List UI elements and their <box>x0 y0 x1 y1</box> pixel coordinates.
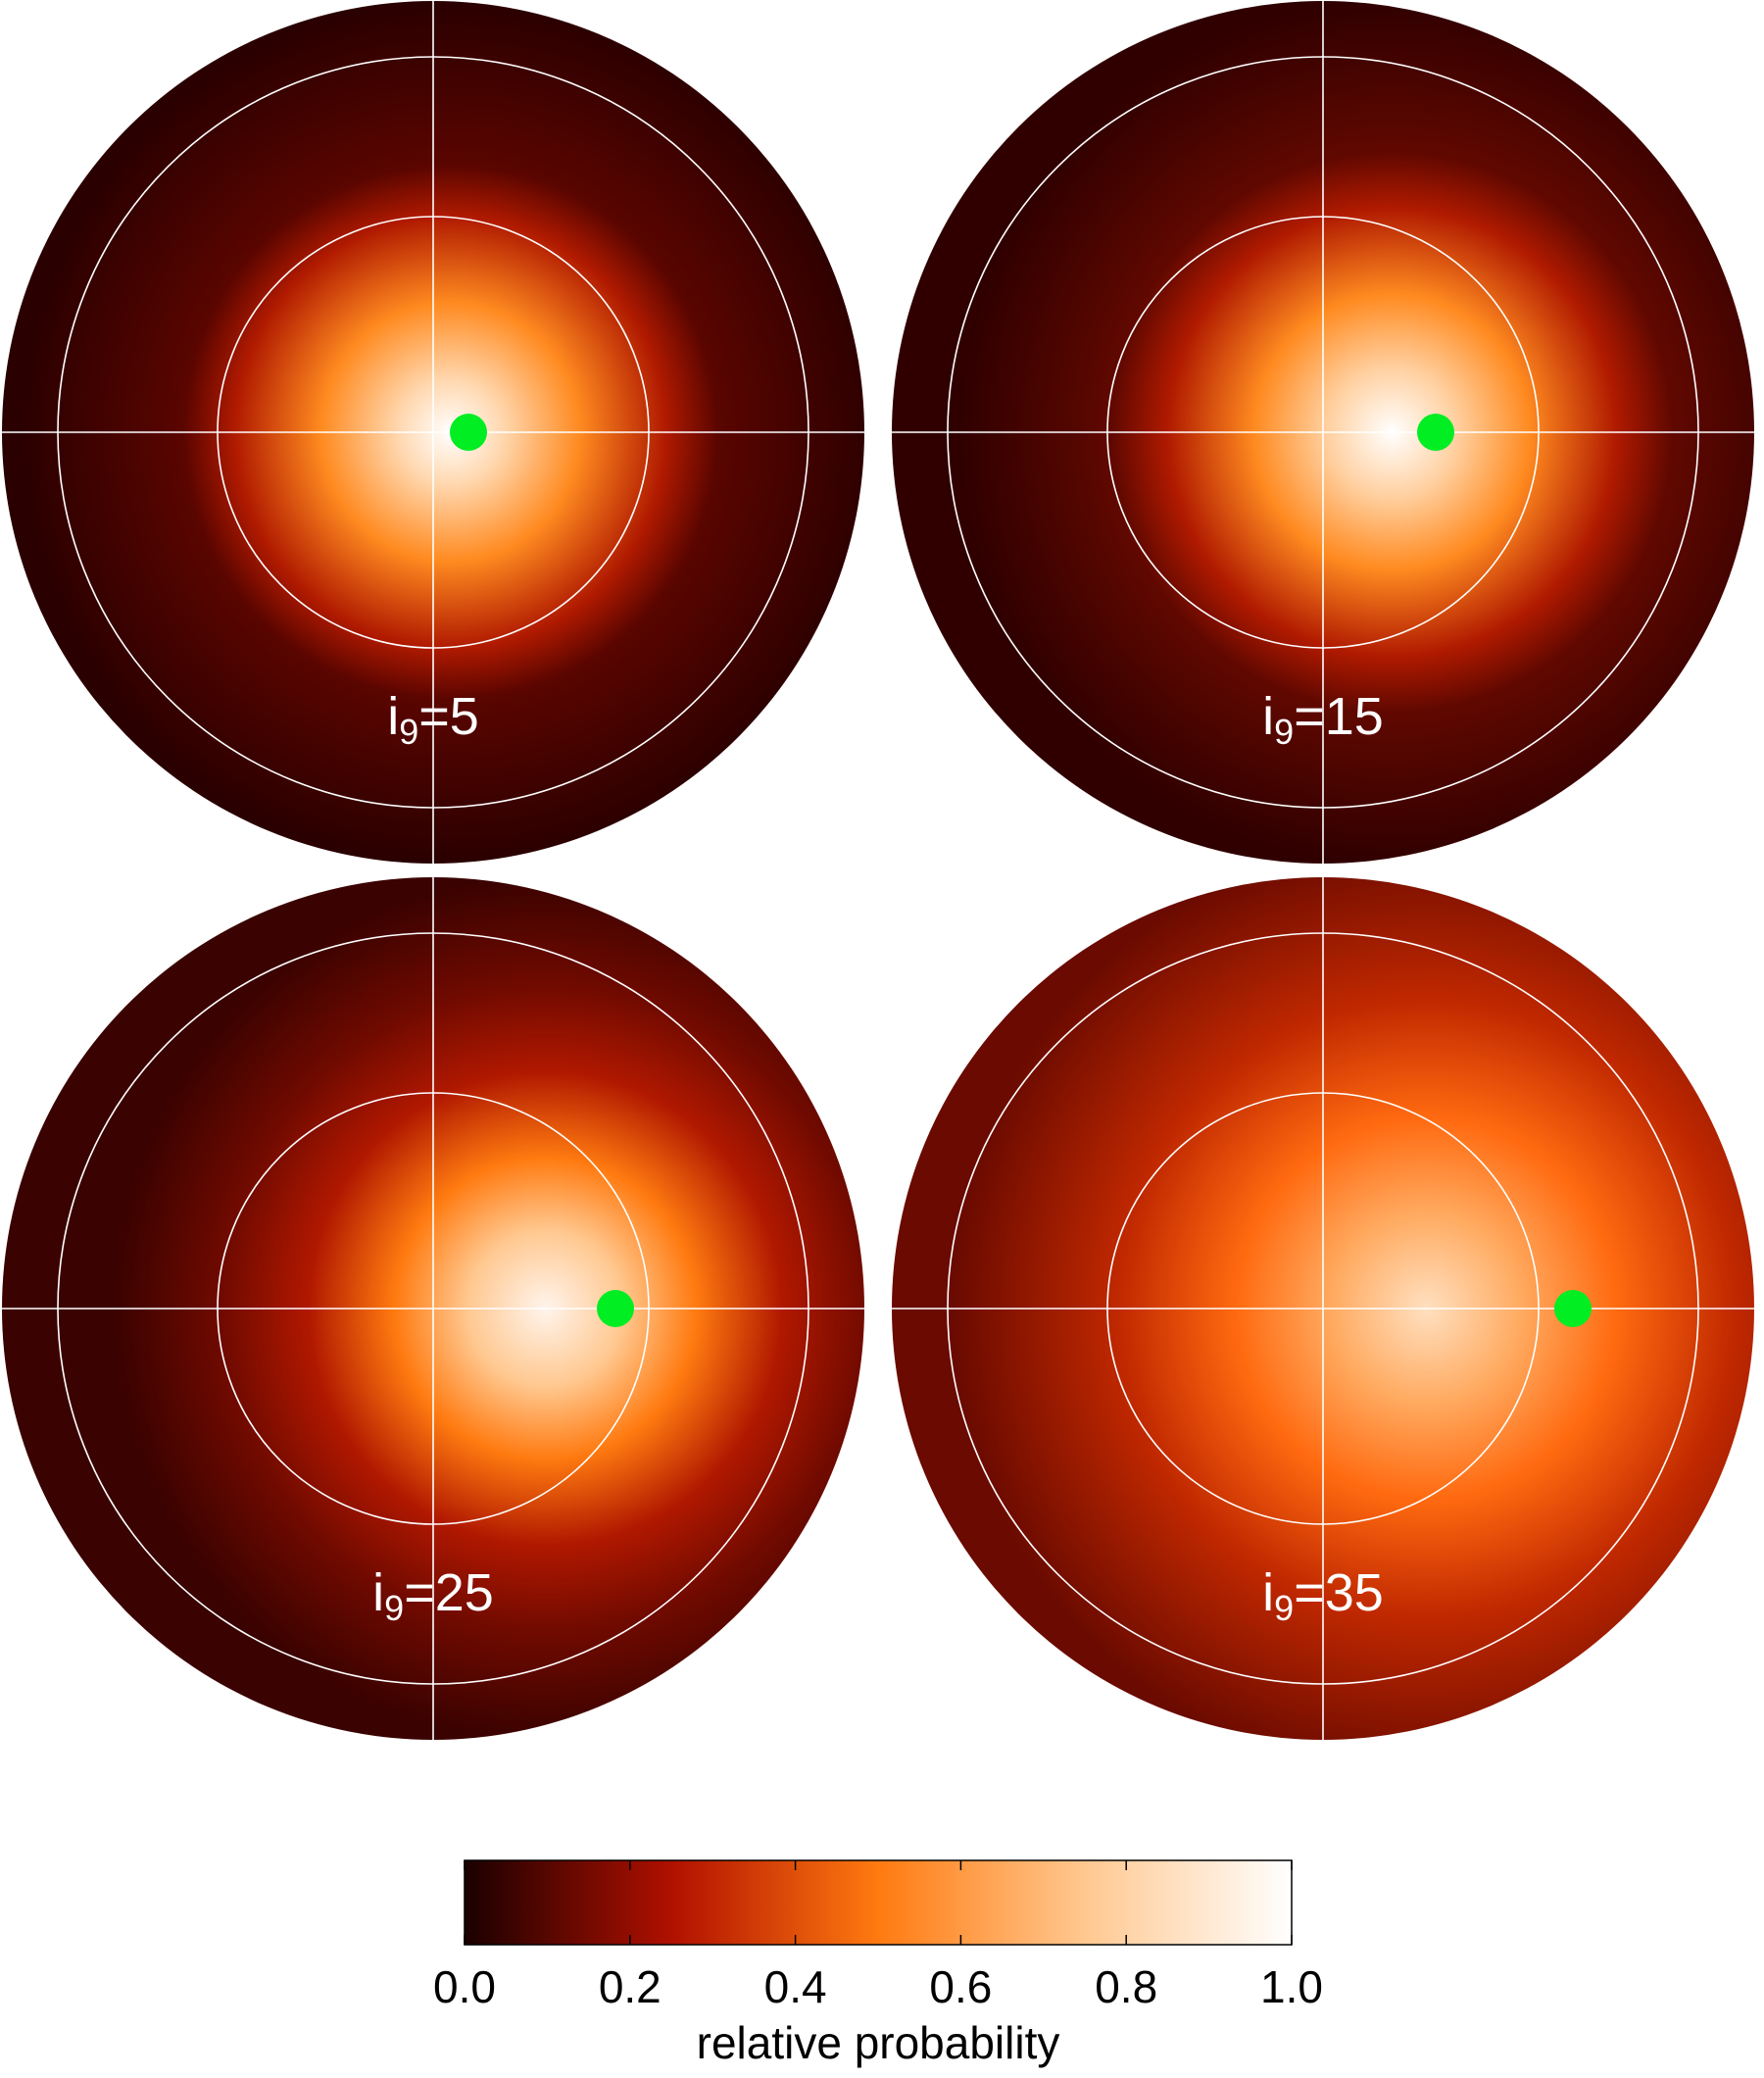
label-value: =15 <box>1294 687 1384 746</box>
green-marker <box>597 1290 634 1327</box>
label-symbol: i <box>1262 1563 1274 1622</box>
colorbar-tick-label: 0.2 <box>599 1961 662 2012</box>
label-subscript: 9 <box>384 1588 404 1628</box>
panel: i9=35 <box>892 877 1754 1740</box>
colorbar-scale <box>464 1859 1293 1946</box>
label-subscript: 9 <box>1274 1588 1294 1628</box>
colorbar-tick-label: 0.6 <box>929 1961 992 2012</box>
panel: i9=15 <box>892 1 1754 864</box>
label-value: =25 <box>404 1563 494 1622</box>
colorbar-tick-label: 1.0 <box>1260 1961 1323 2012</box>
panel-label: i9=35 <box>1262 1563 1384 1627</box>
colorbar: 0.0 0.2 0.4 0.6 0.8 1.0 relative probability <box>433 1859 1323 2068</box>
panel-label: i9=25 <box>372 1563 494 1627</box>
colorbar-tick-label: 0.0 <box>433 1961 496 2012</box>
colorbar-title: relative probability <box>697 2017 1060 2068</box>
green-marker <box>1417 414 1454 451</box>
panel: i9=5 <box>2 1 864 864</box>
panel-label: i9=5 <box>387 687 479 751</box>
colorbar-tick-label: 0.8 <box>1095 1961 1157 2012</box>
label-symbol: i <box>1262 687 1274 746</box>
colorbar-tick-label: 0.4 <box>764 1961 827 2012</box>
panel-label: i9=15 <box>1262 687 1384 751</box>
label-subscript: 9 <box>1274 712 1294 752</box>
label-subscript: 9 <box>399 712 418 752</box>
panel: i9=25 <box>2 877 864 1740</box>
green-marker <box>1554 1290 1592 1327</box>
label-value: =5 <box>418 687 479 746</box>
label-value: =35 <box>1294 1563 1384 1622</box>
label-symbol: i <box>387 687 399 746</box>
label-symbol: i <box>372 1563 384 1622</box>
green-marker <box>450 414 487 451</box>
